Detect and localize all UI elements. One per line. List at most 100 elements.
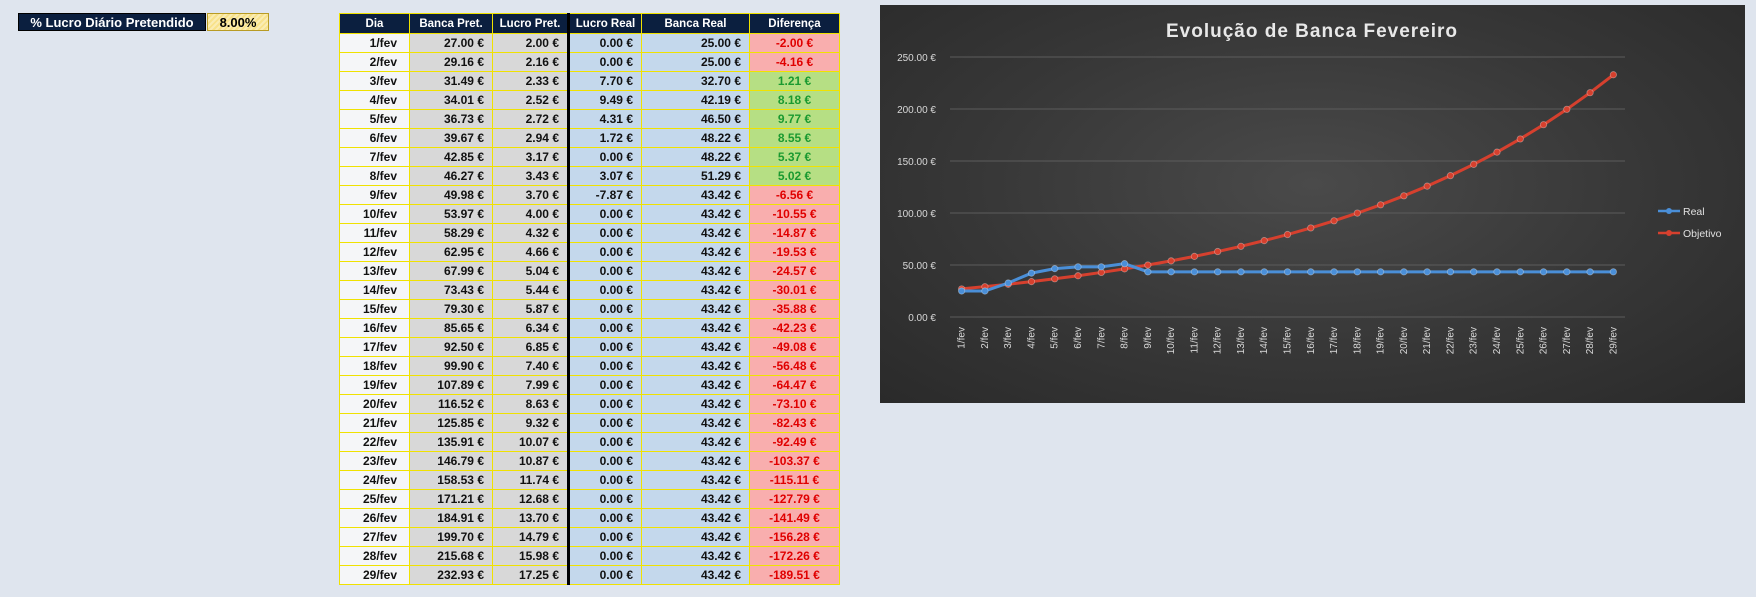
cell-banca-pret[interactable]: 92.50 € [409,337,493,357]
cell-banca-pret[interactable]: 125.85 € [409,413,493,433]
cell-banca-real[interactable]: 43.42 € [641,204,750,224]
cell-diferenca[interactable]: -30.01 € [749,280,840,300]
cell-banca-pret[interactable]: 107.89 € [409,375,493,395]
cell-dia[interactable]: 27/fev [339,527,410,547]
cell-dia[interactable]: 20/fev [339,394,410,414]
cell-lucro-pret[interactable]: 10.87 € [492,451,569,471]
cell-dia[interactable]: 14/fev [339,280,410,300]
cell-banca-pret[interactable]: 135.91 € [409,432,493,452]
cell-banca-real[interactable]: 48.22 € [641,128,750,148]
cell-banca-pret[interactable]: 232.93 € [409,565,493,585]
cell-diferenca[interactable]: -10.55 € [749,204,840,224]
cell-banca-real[interactable]: 43.42 € [641,565,750,585]
cell-dia[interactable]: 23/fev [339,451,410,471]
cell-lucro-pret[interactable]: 2.00 € [492,33,569,53]
cell-lucro-real[interactable]: 0.00 € [567,33,642,53]
cell-dia[interactable]: 21/fev [339,413,410,433]
cell-diferenca[interactable]: -19.53 € [749,242,840,262]
cell-lucro-real[interactable]: 0.00 € [567,470,642,490]
cell-lucro-real[interactable]: 4.31 € [567,109,642,129]
cell-lucro-pret[interactable]: 7.40 € [492,356,569,376]
cell-banca-real[interactable]: 42.19 € [641,90,750,110]
cell-dia[interactable]: 19/fev [339,375,410,395]
cell-lucro-real[interactable]: 0.00 € [567,394,642,414]
cell-lucro-real[interactable]: 0.00 € [567,52,642,72]
cell-diferenca[interactable]: -2.00 € [749,33,840,53]
cell-dia[interactable]: 13/fev [339,261,410,281]
cell-lucro-pret[interactable]: 10.07 € [492,432,569,452]
cell-banca-pret[interactable]: 215.68 € [409,546,493,566]
cell-dia[interactable]: 9/fev [339,185,410,205]
cell-lucro-real[interactable]: 0.00 € [567,451,642,471]
cell-diferenca[interactable]: -73.10 € [749,394,840,414]
cell-dia[interactable]: 8/fev [339,166,410,186]
cell-lucro-real[interactable]: 0.00 € [567,318,642,338]
cell-lucro-pret[interactable]: 4.66 € [492,242,569,262]
cell-lucro-real[interactable]: 0.00 € [567,204,642,224]
cell-diferenca[interactable]: -172.26 € [749,546,840,566]
cell-lucro-real[interactable]: 0.00 € [567,508,642,528]
cell-diferenca[interactable]: 5.02 € [749,166,840,186]
cell-lucro-pret[interactable]: 2.94 € [492,128,569,148]
cell-lucro-pret[interactable]: 3.70 € [492,185,569,205]
cell-lucro-real[interactable]: 0.00 € [567,375,642,395]
cell-dia[interactable]: 22/fev [339,432,410,452]
cell-diferenca[interactable]: -156.28 € [749,527,840,547]
cell-banca-real[interactable]: 48.22 € [641,147,750,167]
cell-lucro-pret[interactable]: 13.70 € [492,508,569,528]
cell-diferenca[interactable]: 9.77 € [749,109,840,129]
cell-diferenca[interactable]: 1.21 € [749,71,840,91]
cell-diferenca[interactable]: -49.08 € [749,337,840,357]
cell-banca-real[interactable]: 43.42 € [641,242,750,262]
cell-lucro-pret[interactable]: 3.17 € [492,147,569,167]
cell-dia[interactable]: 10/fev [339,204,410,224]
cell-lucro-pret[interactable]: 2.16 € [492,52,569,72]
cell-diferenca[interactable]: -141.49 € [749,508,840,528]
cell-lucro-pret[interactable]: 6.34 € [492,318,569,338]
cell-banca-real[interactable]: 43.42 € [641,508,750,528]
cell-banca-pret[interactable]: 116.52 € [409,394,493,414]
cell-diferenca[interactable]: -56.48 € [749,356,840,376]
cell-banca-pret[interactable]: 62.95 € [409,242,493,262]
cell-banca-real[interactable]: 43.42 € [641,489,750,509]
cell-lucro-pret[interactable]: 4.00 € [492,204,569,224]
cell-lucro-real[interactable]: 0.00 € [567,299,642,319]
cell-banca-pret[interactable]: 158.53 € [409,470,493,490]
cell-diferenca[interactable]: -92.49 € [749,432,840,452]
cell-dia[interactable]: 16/fev [339,318,410,338]
cell-banca-real[interactable]: 25.00 € [641,33,750,53]
cell-banca-real[interactable]: 43.42 € [641,470,750,490]
cell-dia[interactable]: 28/fev [339,546,410,566]
cell-lucro-real[interactable]: 0.00 € [567,337,642,357]
cell-lucro-real[interactable]: 9.49 € [567,90,642,110]
cell-lucro-pret[interactable]: 12.68 € [492,489,569,509]
cell-banca-real[interactable]: 32.70 € [641,71,750,91]
cell-lucro-real[interactable]: -7.87 € [567,185,642,205]
cell-diferenca[interactable]: -4.16 € [749,52,840,72]
cell-lucro-real[interactable]: 0.00 € [567,413,642,433]
cell-lucro-real[interactable]: 3.07 € [567,166,642,186]
cell-banca-pret[interactable]: 36.73 € [409,109,493,129]
cell-banca-pret[interactable]: 58.29 € [409,223,493,243]
cell-banca-pret[interactable]: 34.01 € [409,90,493,110]
cell-banca-pret[interactable]: 29.16 € [409,52,493,72]
cell-banca-pret[interactable]: 53.97 € [409,204,493,224]
cell-banca-real[interactable]: 25.00 € [641,52,750,72]
cell-lucro-pret[interactable]: 11.74 € [492,470,569,490]
cell-banca-real[interactable]: 43.42 € [641,432,750,452]
cell-banca-real[interactable]: 43.42 € [641,337,750,357]
cell-lucro-real[interactable]: 0.00 € [567,147,642,167]
cell-diferenca[interactable]: -64.47 € [749,375,840,395]
cell-lucro-pret[interactable]: 8.63 € [492,394,569,414]
cell-dia[interactable]: 18/fev [339,356,410,376]
cell-dia[interactable]: 1/fev [339,33,410,53]
cell-lucro-pret[interactable]: 5.04 € [492,261,569,281]
cell-lucro-real[interactable]: 0.00 € [567,356,642,376]
cell-diferenca[interactable]: 8.18 € [749,90,840,110]
cell-dia[interactable]: 7/fev [339,147,410,167]
cell-diferenca[interactable]: -42.23 € [749,318,840,338]
cell-lucro-real[interactable]: 0.00 € [567,280,642,300]
cell-lucro-real[interactable]: 7.70 € [567,71,642,91]
cell-diferenca[interactable]: -189.51 € [749,565,840,585]
cell-lucro-pret[interactable]: 6.85 € [492,337,569,357]
